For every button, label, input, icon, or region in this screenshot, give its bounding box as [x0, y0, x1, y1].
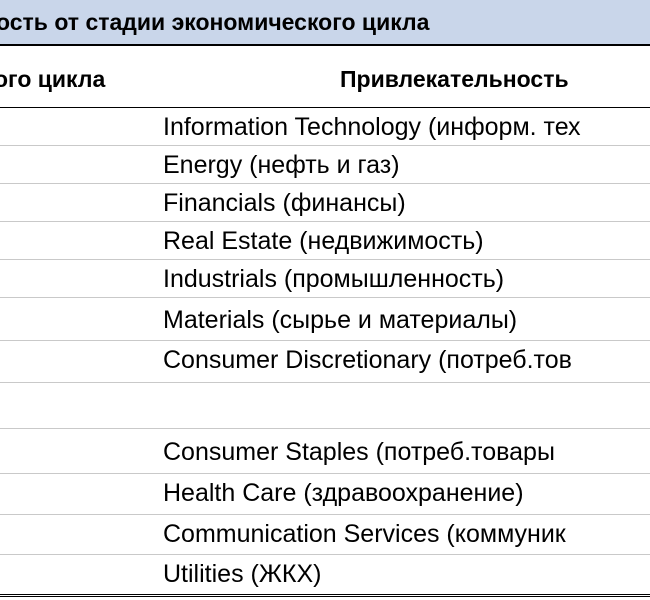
- sector-cell: Materials (сырье и материалы): [163, 306, 518, 334]
- table-row: Utilities (ЖКХ): [0, 555, 650, 594]
- table-bottom-border: [0, 594, 650, 597]
- table-row: Industrials (промышленность): [0, 260, 650, 298]
- table-row: Communication Services (коммуник: [0, 515, 650, 555]
- table-row: Consumer Staples (потреб.товары: [0, 433, 650, 474]
- sector-cell: Utilities (ЖКХ): [163, 560, 322, 588]
- table-title: ость от стадии экономического цикла: [0, 9, 430, 35]
- table-row: Financials (финансы): [0, 184, 650, 222]
- column-header-row: ого цикла Привлекательность: [0, 46, 650, 108]
- table-row: Real Estate (недвижимость): [0, 222, 650, 260]
- sector-cell: Consumer Staples (потреб.товары: [163, 438, 555, 466]
- table-row-empty: [0, 383, 650, 429]
- column-header-attractiveness: Привлекательность: [340, 66, 569, 92]
- table-row: Materials (сырье и материалы): [0, 301, 650, 341]
- sector-cell: Industrials (промышленность): [163, 265, 505, 293]
- table-title-bar: ость от стадии экономического цикла: [0, 0, 650, 46]
- sector-cell: Consumer Discretionary (потреб.тов: [163, 346, 572, 374]
- sector-cell: Energy (нефть и газ): [163, 151, 400, 179]
- sector-cell: Financials (финансы): [163, 189, 406, 217]
- sector-cell: Health Care (здравоохранение): [163, 479, 524, 507]
- table-row: Consumer Discretionary (потреб.тов: [0, 341, 650, 383]
- sector-cell: Communication Services (коммуник: [163, 520, 566, 548]
- table-row: Health Care (здравоохранение): [0, 474, 650, 515]
- table-row: Energy (нефть и газ): [0, 146, 650, 184]
- table-row: Information Technology (информ. тех: [0, 108, 650, 146]
- sector-cell: Real Estate (недвижимость): [163, 227, 484, 255]
- column-header-cycle-stage: ого цикла: [0, 66, 106, 92]
- sector-cell: Information Technology (информ. тех: [163, 113, 581, 141]
